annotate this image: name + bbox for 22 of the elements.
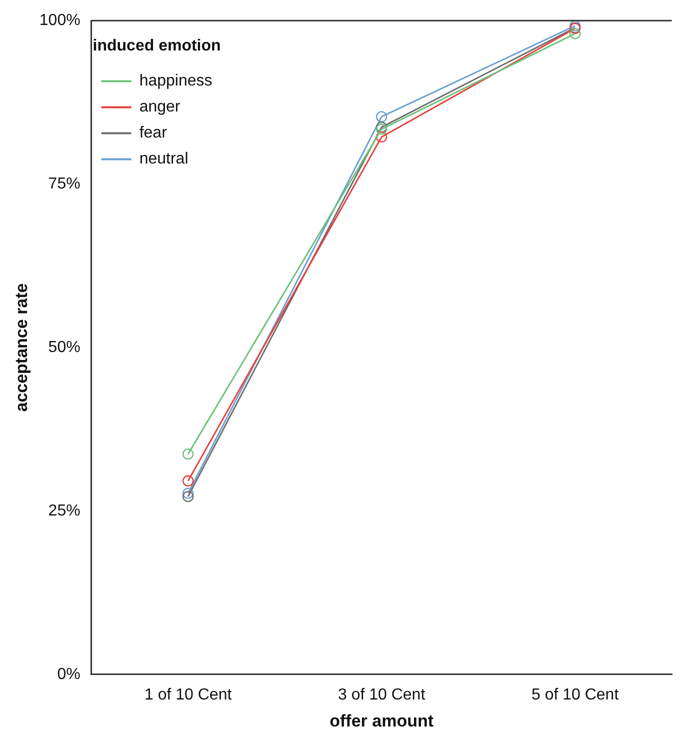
legend-title: induced emotion bbox=[92, 37, 221, 54]
y-tick-label: 100% bbox=[39, 12, 80, 30]
y-tick-label: 50% bbox=[48, 338, 80, 356]
point bbox=[182, 475, 194, 486]
point bbox=[182, 488, 194, 499]
y-axis-title: acceptance rate bbox=[12, 283, 31, 412]
y-tick-label: 0% bbox=[57, 666, 80, 683]
point bbox=[376, 131, 388, 143]
legend-label: anger bbox=[139, 98, 181, 116]
point bbox=[376, 111, 388, 122]
point bbox=[182, 448, 194, 460]
point bbox=[569, 28, 581, 40]
legend-label: fear bbox=[139, 124, 168, 142]
y-tick-label: 25% bbox=[48, 502, 80, 520]
x-tick-label: 3 of 10 Cent bbox=[338, 686, 426, 704]
x-tick-label: 1 of 10 Cent bbox=[144, 686, 232, 704]
legend-label: happiness bbox=[139, 72, 212, 90]
y-tick-label: 75% bbox=[48, 175, 80, 192]
legend-label: neutral bbox=[139, 150, 188, 168]
point bbox=[182, 490, 194, 502]
x-axis-title: offer amount bbox=[330, 711, 434, 730]
x-tick-label: 5 of 10 Cent bbox=[531, 686, 620, 704]
